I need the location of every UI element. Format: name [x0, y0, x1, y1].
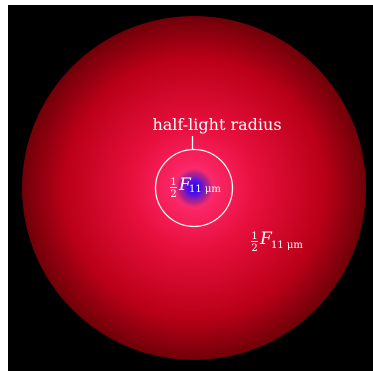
outer-flux-annotation: 1 2 F 11 μm	[251, 229, 303, 254]
outer-flux-subscript: 11 μm	[271, 240, 303, 251]
half-light-radius-label: half-light radius	[152, 115, 281, 134]
outer-flux-symbol: F	[259, 229, 273, 249]
outer-fraction-denominator: 2	[251, 243, 257, 254]
inner-flux-symbol: F	[178, 175, 192, 195]
inner-fraction-numerator: 1	[170, 177, 176, 188]
galaxy-flux-diagram: half-light radius 1 2 F 11 μm 1 2 F 11 μ…	[8, 5, 373, 371]
inner-fraction-denominator: 2	[170, 189, 176, 200]
inner-flux-subscript: 11 μm	[189, 184, 221, 195]
outer-fraction-numerator: 1	[251, 231, 257, 242]
half-light-radius-circle	[154, 148, 234, 228]
inner-flux-annotation: 1 2 F 11 μm	[170, 175, 221, 200]
galaxy-core	[172, 166, 216, 210]
